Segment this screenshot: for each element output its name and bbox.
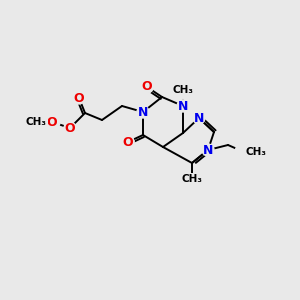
Text: CH₃: CH₃ xyxy=(26,117,46,127)
Circle shape xyxy=(193,112,205,124)
Circle shape xyxy=(141,81,153,93)
Text: O: O xyxy=(74,92,84,104)
Circle shape xyxy=(122,136,134,148)
Text: N: N xyxy=(178,100,188,112)
Text: O: O xyxy=(142,80,152,94)
Text: CH₃: CH₃ xyxy=(182,174,203,184)
Circle shape xyxy=(137,106,149,118)
Text: N: N xyxy=(138,106,148,118)
Circle shape xyxy=(174,81,192,99)
Text: N: N xyxy=(194,112,204,124)
Text: CH₃: CH₃ xyxy=(172,85,194,95)
Circle shape xyxy=(177,100,189,112)
Text: methyl: methyl xyxy=(181,89,185,91)
Circle shape xyxy=(27,113,45,131)
Circle shape xyxy=(122,136,134,148)
Circle shape xyxy=(73,92,85,104)
Text: N: N xyxy=(203,143,213,157)
Circle shape xyxy=(44,114,60,130)
Circle shape xyxy=(235,143,253,161)
Text: O: O xyxy=(123,136,133,148)
Text: O: O xyxy=(65,122,75,134)
Circle shape xyxy=(202,144,214,156)
Circle shape xyxy=(64,122,76,134)
Text: O: O xyxy=(47,116,57,128)
Text: CH₃: CH₃ xyxy=(246,147,267,157)
Circle shape xyxy=(141,81,153,93)
Text: methoxy: methoxy xyxy=(44,122,50,123)
